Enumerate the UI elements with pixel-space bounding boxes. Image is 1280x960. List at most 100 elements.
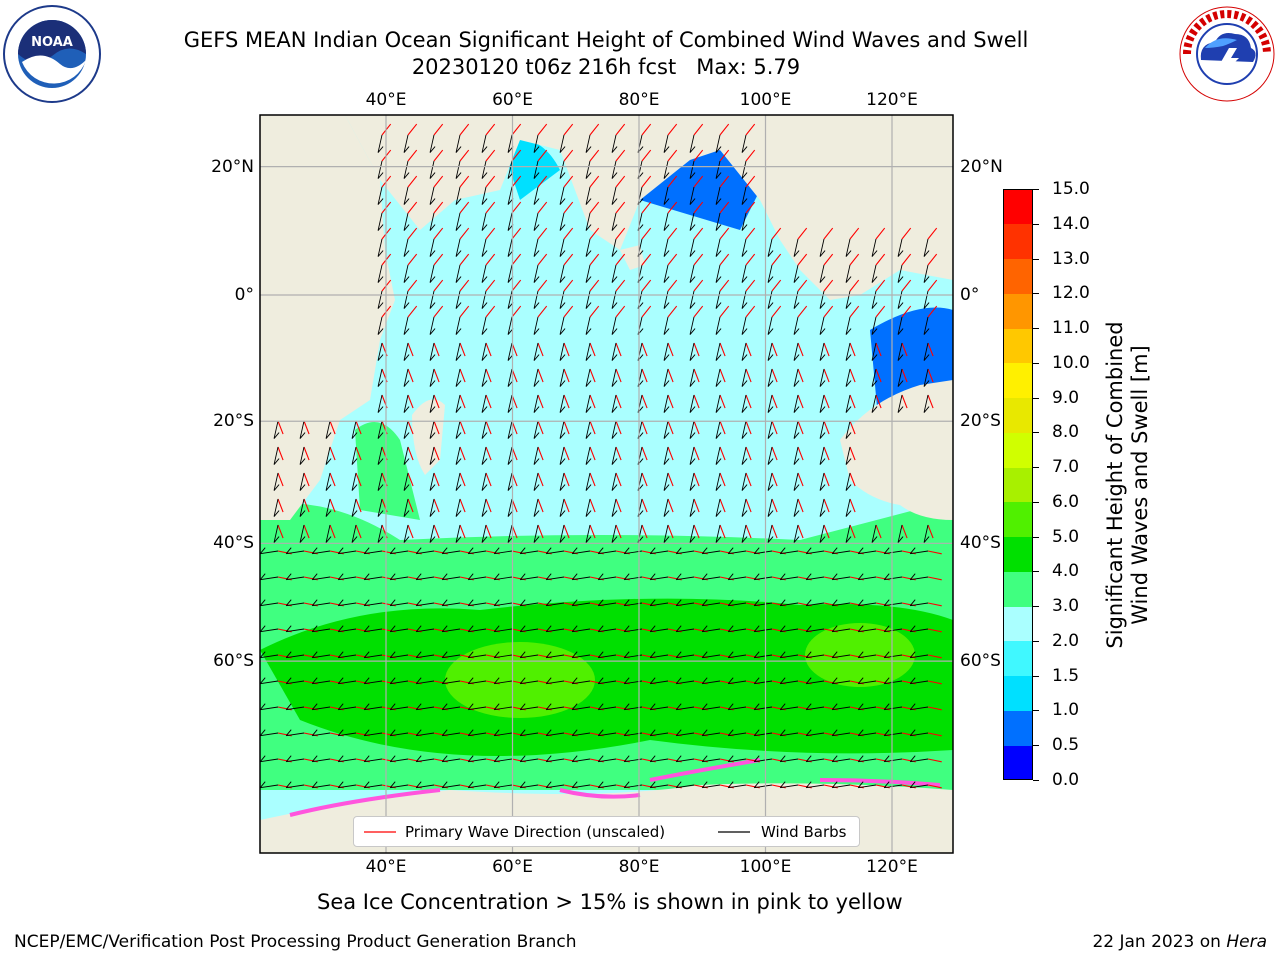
wind-barb-feather	[585, 432, 592, 439]
colorbar-tick-mark	[1033, 675, 1039, 677]
wave-direction-arrow	[667, 175, 678, 188]
wave-direction-arrow	[563, 305, 574, 318]
wind-barb-feather	[403, 250, 410, 257]
wind-barb-feather	[675, 755, 682, 762]
wind-barb	[780, 758, 799, 763]
wind-barb	[429, 160, 435, 179]
wave-direction-arrow	[459, 227, 470, 240]
wave-direction-arrow	[277, 472, 284, 487]
wind-barb-feather	[779, 625, 786, 632]
wind-barb-feather	[285, 729, 292, 736]
wind-barb	[273, 446, 279, 465]
wind-barb-feather	[389, 651, 396, 658]
wind-barb	[377, 446, 383, 465]
wind-barb-feather	[389, 703, 396, 710]
wind-barb-feather	[819, 458, 826, 465]
wave-direction-arrow	[823, 227, 834, 240]
wind-barb	[819, 342, 825, 361]
wave-direction-arrow	[719, 175, 730, 188]
wind-barb-feather	[481, 484, 488, 491]
wind-barb-feather	[701, 625, 708, 632]
wind-barb	[455, 342, 461, 361]
wind-barb	[871, 316, 877, 335]
colorbar-segment	[1003, 328, 1033, 364]
wave-direction-arrow	[849, 446, 856, 461]
wind-barb	[611, 134, 617, 153]
wave-direction-arrow	[797, 472, 804, 487]
wind-barb	[533, 316, 539, 335]
wind-barb-feather	[403, 224, 410, 231]
colorbar-tick-mark	[1033, 328, 1039, 330]
wind-barb-feather	[415, 677, 422, 684]
wind-barb	[481, 524, 487, 543]
wind-barb	[546, 732, 565, 737]
wind-barb	[754, 576, 773, 581]
wind-barb	[416, 576, 435, 581]
wind-barb-feather	[311, 677, 318, 684]
colorbar-segment	[1003, 501, 1033, 538]
wind-barb-feather	[377, 536, 384, 543]
wind-barb	[715, 498, 721, 517]
wind-barb-feather	[389, 729, 396, 736]
wind-barb	[494, 680, 513, 685]
wind-barb	[663, 264, 669, 283]
wind-barb-feather	[533, 354, 540, 361]
wind-barb-feather	[337, 651, 344, 658]
wind-barb-feather	[623, 755, 630, 762]
wave-direction-arrow	[927, 654, 942, 659]
wave-direction-arrow	[667, 342, 674, 357]
wind-barb-feather	[467, 755, 474, 762]
wind-barb-feather	[377, 198, 384, 205]
wave-direction-arrow	[823, 498, 830, 513]
lat-tick-label-right: 60°S	[960, 651, 1001, 672]
wind-barb-feather	[533, 458, 540, 465]
wind-barb-feather	[767, 536, 774, 543]
wind-barb-feather	[741, 250, 748, 257]
wind-barb-feather	[377, 302, 384, 309]
wind-barb	[819, 420, 825, 439]
wind-barb	[286, 706, 305, 711]
wind-barb-feather	[649, 547, 656, 554]
wave-direction-arrow	[849, 342, 856, 357]
wave-direction-arrow	[355, 498, 362, 513]
wave-direction-arrow	[459, 123, 470, 136]
wind-barb	[442, 576, 461, 581]
wind-barb-feather	[545, 755, 552, 762]
wind-barb-feather	[481, 380, 488, 387]
wind-barb-feather	[701, 703, 708, 710]
wind-barb	[585, 290, 591, 309]
wind-barb-feather	[337, 599, 344, 606]
wind-barb	[754, 758, 773, 763]
wind-barb-feather	[779, 573, 786, 580]
wind-barb-feather	[455, 380, 462, 387]
wind-barb-feather	[845, 380, 852, 387]
wave-direction-arrow	[771, 446, 778, 461]
wave-direction-arrow	[875, 305, 886, 318]
wave-direction-arrow	[615, 394, 622, 409]
wind-barb-feather	[871, 354, 878, 361]
wind-barb-feather	[741, 536, 748, 543]
wave-direction-arrow	[667, 524, 674, 539]
wave-direction-arrow	[927, 227, 938, 240]
wave-direction-arrow	[303, 524, 310, 539]
wind-barb-feather	[363, 703, 370, 710]
wind-barb	[767, 472, 773, 491]
wind-barb	[923, 368, 929, 387]
wind-barb	[832, 680, 851, 685]
lat-tick-label-right: 40°S	[960, 533, 1001, 554]
wind-barb-feather	[793, 276, 800, 283]
wave-direction-arrow	[433, 201, 444, 214]
wind-barb-feather	[415, 651, 422, 658]
wind-barb	[377, 134, 383, 153]
wind-barb	[715, 342, 721, 361]
wave-direction-arrow	[927, 305, 938, 318]
wind-barb	[351, 420, 357, 439]
wave-direction-arrow	[641, 123, 652, 136]
wind-barb	[325, 446, 331, 465]
wave-direction-arrow	[433, 524, 440, 539]
wind-barb	[364, 628, 383, 633]
colorbar-tick-label: 0.5	[1052, 735, 1080, 756]
wave-direction-arrow	[901, 279, 912, 292]
wind-barb	[494, 654, 513, 659]
wind-barb-feather	[701, 651, 708, 658]
